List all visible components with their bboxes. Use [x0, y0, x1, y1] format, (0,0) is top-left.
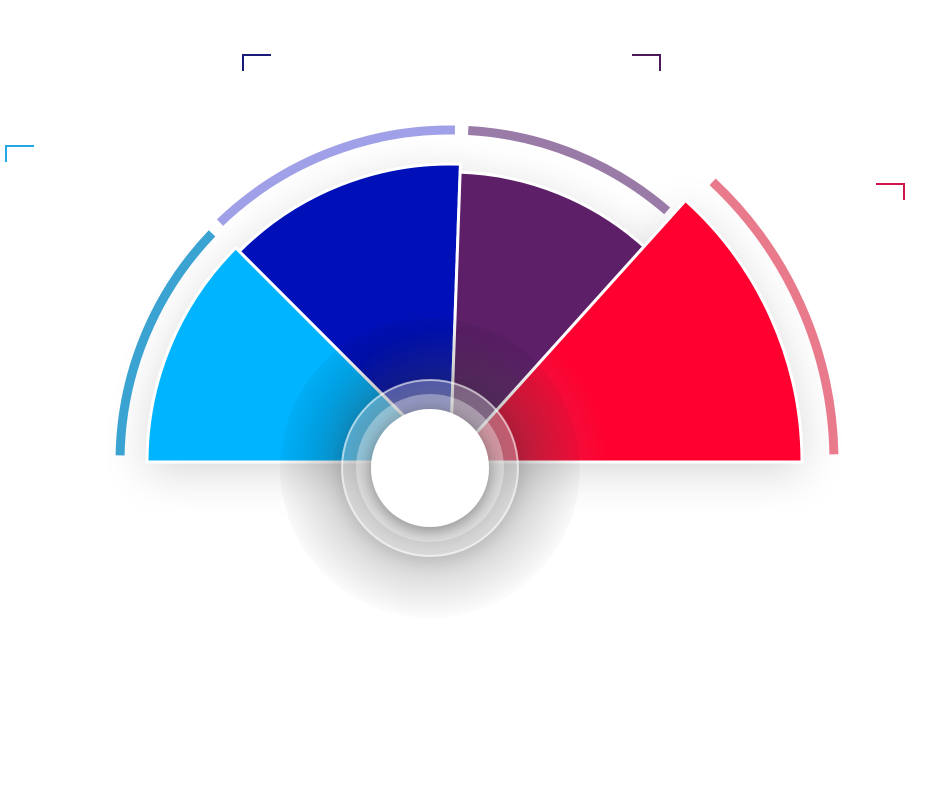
outer-arc-3 — [467, 126, 671, 215]
corner-marker-2 — [242, 54, 271, 71]
corner-marker-1 — [5, 145, 34, 162]
corner-markers — [5, 54, 905, 200]
outer-arc-2 — [216, 125, 456, 226]
outer-arc-1 — [115, 230, 216, 456]
corner-marker-4 — [876, 183, 905, 200]
outer-arcs — [115, 125, 839, 456]
hub-center — [371, 409, 489, 527]
outer-arc-4 — [709, 178, 839, 455]
corner-marker-3 — [632, 54, 661, 71]
center-hub — [280, 318, 580, 618]
